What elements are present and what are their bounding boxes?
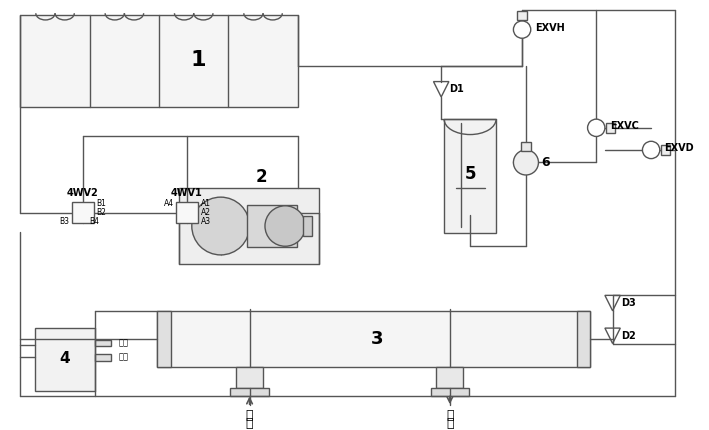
Bar: [157, 311, 171, 367]
Bar: [521, 142, 531, 151]
Text: 4WV1: 4WV1: [171, 188, 203, 198]
Text: EXVH: EXVH: [535, 23, 565, 33]
Text: B3: B3: [60, 217, 69, 226]
Bar: [430, 388, 469, 396]
Text: 进: 进: [246, 409, 253, 422]
Bar: [606, 123, 615, 132]
Text: 4WV2: 4WV2: [67, 188, 99, 198]
Text: 5: 5: [464, 165, 476, 183]
Text: D3: D3: [620, 298, 635, 308]
Bar: [518, 11, 527, 20]
Bar: [436, 367, 464, 388]
Text: EXVD: EXVD: [664, 143, 694, 153]
Text: A2: A2: [201, 208, 211, 217]
Text: 2: 2: [255, 168, 267, 186]
Text: 水: 水: [446, 417, 454, 430]
Bar: [35, 328, 96, 391]
Text: B4: B4: [89, 217, 99, 226]
Circle shape: [513, 150, 538, 175]
Text: 3: 3: [370, 330, 383, 348]
Bar: [72, 202, 94, 223]
Text: 4: 4: [60, 351, 70, 366]
Text: 水: 水: [246, 417, 253, 430]
Bar: [577, 311, 591, 367]
Bar: [21, 15, 298, 107]
Bar: [303, 216, 312, 236]
Text: 出: 出: [446, 409, 454, 422]
Bar: [179, 188, 319, 264]
Text: 1: 1: [191, 50, 206, 71]
Circle shape: [265, 206, 306, 246]
Text: 出水: 出水: [118, 338, 128, 347]
Text: A3: A3: [201, 217, 211, 226]
Circle shape: [588, 119, 605, 136]
Bar: [444, 119, 496, 233]
Circle shape: [513, 21, 531, 38]
Circle shape: [642, 141, 660, 159]
Bar: [247, 205, 297, 247]
Bar: [230, 388, 269, 396]
Bar: [177, 202, 198, 223]
Bar: [661, 145, 671, 155]
Bar: [236, 367, 263, 388]
Text: 进水: 进水: [118, 353, 128, 362]
Text: B2: B2: [96, 208, 106, 217]
Text: EXVC: EXVC: [610, 121, 639, 131]
Text: A4: A4: [164, 200, 174, 209]
Circle shape: [192, 197, 250, 255]
Text: D1: D1: [450, 84, 464, 94]
Text: 6: 6: [541, 156, 549, 169]
Text: B1: B1: [96, 200, 106, 209]
Bar: [96, 340, 111, 347]
Bar: [157, 311, 591, 367]
Bar: [96, 354, 111, 361]
Text: D2: D2: [620, 331, 635, 341]
Text: A1: A1: [201, 200, 211, 209]
